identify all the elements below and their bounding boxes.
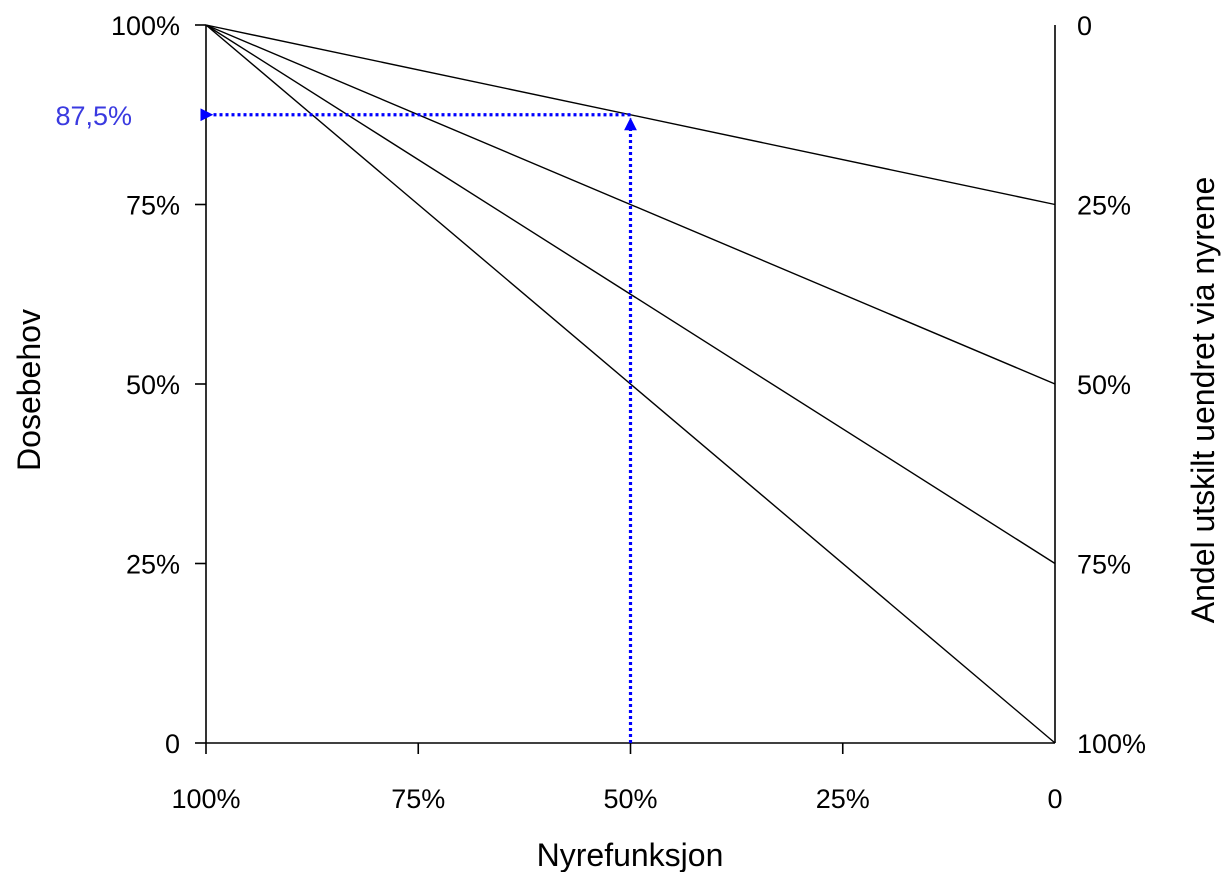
y2-tick-label-4: 100% — [1077, 729, 1146, 759]
series-layer — [205, 24, 1056, 744]
annotation-label: 87,5% — [55, 101, 132, 131]
series-line-4 — [205, 24, 1056, 744]
labels-layer: 100% 75% 50% 25% 0 100% 75% 50% 25% 0 0 25% 50% 75% 10… — [55, 11, 1146, 814]
y2-tick-label-1: 25% — [1077, 191, 1131, 221]
y2-axis-title: Andel utskilt uendret via nyrene — [1185, 177, 1221, 623]
x-tick-label-4: 0 — [1047, 784, 1062, 814]
x-tick-label-0: 100% — [171, 784, 240, 814]
axes-layer — [195, 24, 1056, 754]
y-tick-label-4: 0 — [165, 729, 180, 759]
y-tick-label-0: 100% — [111, 11, 180, 41]
y-tick-label-2: 50% — [126, 370, 180, 400]
y2-tick-label-3: 75% — [1077, 550, 1131, 580]
y-axis-title: Dosebehov — [11, 309, 47, 471]
y2-tick-label-0: 0 — [1077, 11, 1092, 41]
y2-tick-label-2: 50% — [1077, 370, 1131, 400]
y-tick-label-3: 25% — [126, 550, 180, 580]
x-tick-label-2: 50% — [603, 784, 657, 814]
y-tick-label-1: 75% — [126, 191, 180, 221]
x-axis-title: Nyrefunksjon — [537, 837, 724, 872]
x-tick-label-3: 25% — [816, 784, 870, 814]
annotation-layer — [200, 108, 637, 743]
x-tick-label-1: 75% — [391, 784, 445, 814]
series-line-2 — [205, 24, 1056, 385]
